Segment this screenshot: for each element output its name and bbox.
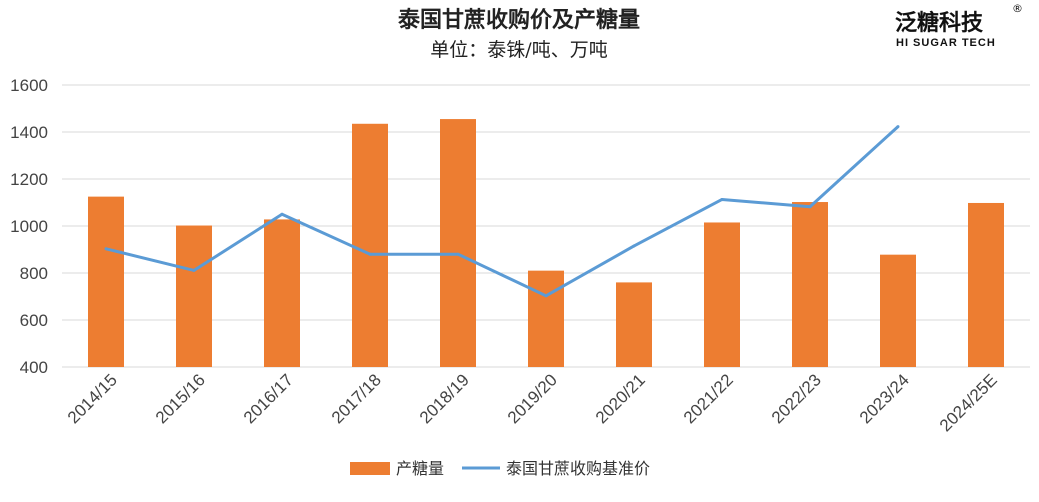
x-tick-label: 2019/20 — [504, 370, 561, 427]
line-point — [808, 205, 812, 209]
legend-label-line: 泰国甘蔗收购基准价 — [506, 459, 650, 478]
x-tick-label: 2023/24 — [856, 370, 913, 427]
x-tick-label: 2024/25E — [936, 370, 1001, 435]
x-tick-label: 2022/23 — [768, 370, 825, 427]
y-tick-label: 400 — [20, 358, 48, 377]
bar — [880, 254, 916, 367]
x-tick-label: 2018/19 — [416, 370, 473, 427]
line-point — [544, 294, 548, 298]
logo-english: HI SUGAR TECH — [896, 37, 996, 49]
line-point — [280, 212, 284, 216]
bar — [704, 222, 740, 367]
line-point — [632, 244, 636, 248]
x-tick-label: 2015/16 — [152, 370, 209, 427]
y-tick-label: 800 — [20, 264, 48, 283]
line-point — [456, 252, 460, 256]
x-axis: 2014/15 2015/16 2016/17 2017/18 2018/19 2019/… — [64, 370, 1001, 435]
line-point — [368, 252, 372, 256]
bar — [440, 119, 476, 367]
company-logo: 泛糖科技 ® HI SUGAR TECH — [895, 2, 1023, 49]
bar — [88, 196, 124, 367]
y-tick-label: 1000 — [10, 217, 48, 236]
line-series — [104, 125, 900, 298]
chart-title: 泰国甘蔗收购价及产糖量 — [397, 7, 640, 33]
line-point — [104, 247, 108, 251]
y-axis: 400 600 800 1000 1200 1400 1600 — [10, 76, 48, 377]
line-point — [192, 268, 196, 272]
line-point — [720, 197, 724, 201]
bar — [352, 123, 388, 368]
bar — [792, 202, 828, 367]
legend: 产糖量 泰国甘蔗收购基准价 — [350, 459, 650, 478]
bar — [616, 282, 652, 367]
line-point — [896, 125, 900, 129]
x-tick-label: 2020/21 — [592, 370, 649, 427]
logo-chinese: 泛糖科技 — [895, 10, 984, 36]
registered-mark: ® — [1012, 2, 1023, 15]
legend-label-bar: 产糖量 — [396, 459, 444, 478]
y-tick-label: 1600 — [10, 76, 48, 95]
bar — [176, 225, 212, 367]
x-tick-label: 2021/22 — [680, 370, 737, 427]
bar — [264, 219, 300, 367]
y-tick-label: 1200 — [10, 170, 48, 189]
chart-subtitle: 单位：泰铢/吨、万吨 — [430, 39, 607, 61]
y-tick-label: 1400 — [10, 123, 48, 142]
legend-swatch-bar — [350, 462, 390, 475]
x-tick-label: 2014/15 — [64, 370, 121, 427]
x-tick-label: 2016/17 — [240, 370, 297, 427]
bar — [968, 202, 1004, 367]
bar-series — [88, 119, 1004, 368]
series-line — [105, 125, 900, 298]
x-tick-label: 2017/18 — [328, 370, 385, 427]
y-tick-label: 600 — [20, 311, 48, 330]
bar — [528, 270, 564, 367]
